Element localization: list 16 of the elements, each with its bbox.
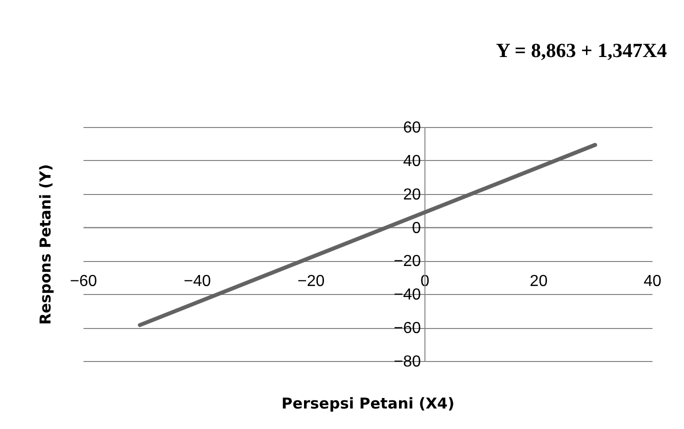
y-axis-title: Respons Petani (Y): [36, 164, 54, 325]
y-tick-label: −40: [394, 286, 421, 304]
x-tick-label: 40: [644, 272, 662, 290]
y-tick-label: 60: [403, 120, 421, 136]
x-tick-label: −60: [70, 272, 98, 290]
y-tick-label: 0: [412, 220, 421, 237]
chart-title: Y = 8,863 + 1,347X4: [496, 40, 667, 62]
y-tick-label: −80: [394, 354, 421, 370]
y-tick-label: 40: [403, 152, 421, 170]
x-axis-title: Persepsi Petani (X4): [282, 394, 454, 412]
y-tick-label: −20: [394, 253, 421, 270]
x-tick-label: −20: [298, 272, 325, 290]
y-tick-label: −60: [394, 320, 421, 338]
x-tick-label: 20: [530, 272, 548, 290]
y-tick-label: 20: [403, 186, 421, 204]
x-tick-label: −40: [184, 272, 211, 290]
